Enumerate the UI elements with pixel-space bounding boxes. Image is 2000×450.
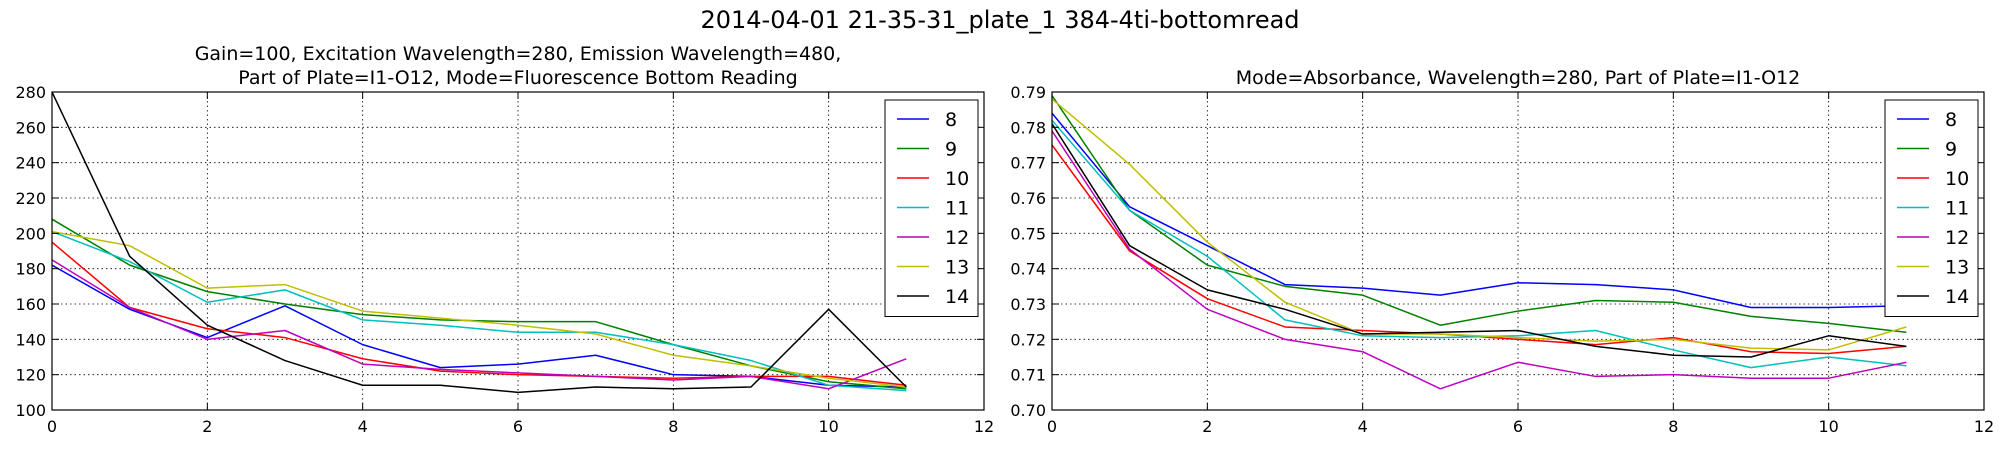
legend-label-10: 10	[1945, 168, 1969, 190]
x-tick-label: 2	[202, 417, 212, 436]
y-tick-label: 0.70	[1010, 401, 1046, 420]
series-line-12	[1052, 130, 1907, 390]
legend-label-8: 8	[1945, 109, 1957, 131]
legend-label-9: 9	[1945, 139, 1957, 161]
x-tick-label: 4	[358, 417, 368, 436]
y-tick-label: 0.78	[1010, 118, 1046, 137]
legend-label-11: 11	[945, 198, 969, 220]
legend-label-14: 14	[945, 286, 969, 308]
y-tick-label: 240	[15, 154, 46, 173]
y-tick-label: 260	[15, 118, 46, 137]
panel-absorbance: Mode=Absorbance, Wavelength=280, Part of…	[1010, 67, 1994, 436]
y-tick-label: 0.75	[1010, 224, 1046, 243]
series-line-12	[52, 259, 907, 390]
panel-fluorescence: Gain=100, Excitation Wavelength=280, Emi…	[15, 43, 994, 436]
chart-title-line: Gain=100, Excitation Wavelength=280, Emi…	[195, 43, 842, 65]
legend-label-9: 9	[945, 139, 957, 161]
y-tick-label: 0.79	[1010, 83, 1046, 102]
y-tick-label: 180	[15, 260, 46, 279]
x-tick-label: 6	[513, 417, 523, 436]
legend-label-13: 13	[945, 257, 969, 279]
y-tick-label: 0.77	[1010, 154, 1046, 173]
y-tick-label: 280	[15, 83, 46, 102]
series-line-13	[1052, 98, 1907, 351]
legend-label-10: 10	[945, 168, 969, 190]
y-tick-label: 0.73	[1010, 295, 1046, 314]
chart-title-line: Part of Plate=I1-O12, Mode=Fluorescence …	[238, 67, 797, 89]
series-line-10	[52, 241, 907, 387]
y-tick-label: 0.72	[1010, 330, 1046, 349]
series-line-11	[1052, 119, 1907, 369]
y-tick-label: 220	[15, 189, 46, 208]
x-tick-label: 10	[1818, 417, 1838, 436]
x-tick-label: 2	[1202, 417, 1212, 436]
legend: 8 9 10 11 12 13 14	[1884, 99, 1979, 317]
y-tick-label: 200	[15, 224, 46, 243]
legend-label-11: 11	[1945, 198, 1969, 220]
series-line-14	[52, 92, 907, 394]
x-tick-label: 0	[1047, 417, 1057, 436]
series-group	[1052, 95, 1907, 390]
series-line-13	[52, 230, 907, 388]
x-tick-label: 6	[1513, 417, 1523, 436]
legend-label-13: 13	[1945, 257, 1969, 279]
x-tick-label: 4	[1358, 417, 1368, 436]
x-tick-label: 8	[1668, 417, 1678, 436]
legend: 8 9 10 11 12 13 14	[884, 99, 979, 317]
x-tick-label: 0	[47, 417, 57, 436]
chart-title-line: Mode=Absorbance, Wavelength=280, Part of…	[1236, 67, 1801, 89]
figure-suptitle: 2014-04-01 21-35-31_plate_1 384-4ti-bott…	[700, 6, 1299, 34]
series-line-8	[1052, 112, 1907, 309]
legend-label-8: 8	[945, 109, 957, 131]
series-group	[52, 92, 907, 394]
y-tick-label: 100	[15, 401, 46, 420]
y-tick-label: 0.74	[1010, 260, 1046, 279]
x-tick-label: 12	[974, 417, 994, 436]
series-line-14	[1052, 123, 1907, 358]
plot-area	[52, 92, 984, 410]
y-tick-label: 0.71	[1010, 366, 1046, 385]
y-tick-label: 0.76	[1010, 189, 1046, 208]
y-tick-label: 120	[15, 366, 46, 385]
y-tick-label: 160	[15, 295, 46, 314]
legend-label-12: 12	[945, 227, 969, 249]
series-line-9	[1052, 95, 1907, 334]
legend-label-14: 14	[1945, 286, 1969, 308]
legend-label-12: 12	[1945, 227, 1969, 249]
y-tick-label: 140	[15, 330, 46, 349]
series-line-11	[52, 230, 907, 392]
x-tick-label: 8	[668, 417, 678, 436]
x-tick-label: 12	[1974, 417, 1994, 436]
x-tick-label: 10	[818, 417, 838, 436]
